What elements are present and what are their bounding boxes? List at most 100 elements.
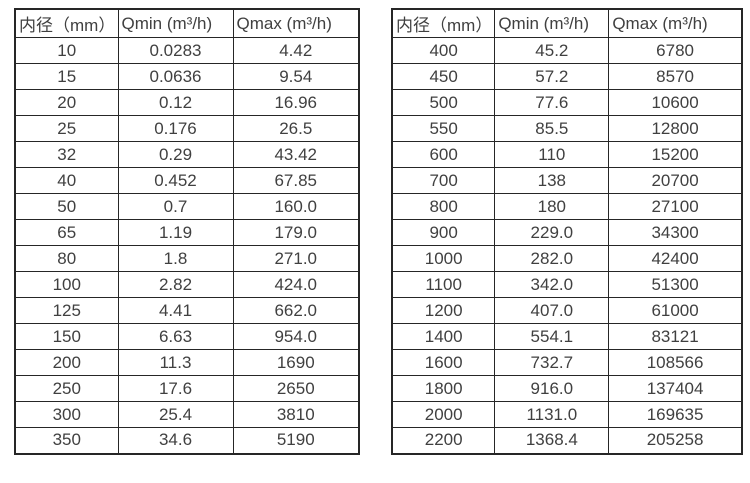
cell-diameter: 200 xyxy=(14,349,119,376)
table-row: 600 110 15200 xyxy=(391,141,743,168)
table-row: 10 0.0283 4.42 xyxy=(14,37,360,64)
table-row: 20 0.12 16.96 xyxy=(14,89,360,116)
cell-qmax: 4.42 xyxy=(232,37,360,64)
cell-qmin: 138 xyxy=(494,167,610,194)
cell-qmax: 179.0 xyxy=(232,219,360,246)
cell-diameter: 32 xyxy=(14,141,119,168)
cell-diameter: 400 xyxy=(391,37,496,64)
table-row: 150 6.63 954.0 xyxy=(14,323,360,350)
cell-diameter: 2000 xyxy=(391,401,496,428)
cell-qmin: 34.6 xyxy=(117,427,234,454)
cell-qmin: 0.12 xyxy=(117,89,234,116)
cell-qmax: 27100 xyxy=(608,193,743,220)
cell-qmax: 67.85 xyxy=(232,167,360,194)
cell-qmax: 160.0 xyxy=(232,193,360,220)
cell-qmax: 83121 xyxy=(608,323,743,350)
cell-qmin: 180 xyxy=(494,193,610,220)
cell-qmax: 6780 xyxy=(608,37,743,64)
cell-qmax: 8570 xyxy=(608,63,743,90)
cell-qmax: 2650 xyxy=(232,375,360,402)
cell-qmax: 169635 xyxy=(608,401,743,428)
table-row: 100 2.82 424.0 xyxy=(14,271,360,298)
cell-qmax: 20700 xyxy=(608,167,743,194)
cell-diameter: 900 xyxy=(391,219,496,246)
cell-qmax: 10600 xyxy=(608,89,743,116)
cell-qmin: 554.1 xyxy=(494,323,610,350)
column-header-qmax: Qmax (m³/h) xyxy=(232,8,360,38)
cell-diameter: 20 xyxy=(14,89,119,116)
table-row: 65 1.19 179.0 xyxy=(14,219,360,246)
table-row: 2200 1368.4 205258 xyxy=(391,427,743,454)
table-row: 1400 554.1 83121 xyxy=(391,323,743,350)
cell-qmin: 1.8 xyxy=(117,245,234,272)
cell-qmin: 6.63 xyxy=(117,323,234,350)
cell-diameter: 50 xyxy=(14,193,119,220)
cell-qmin: 916.0 xyxy=(494,375,610,402)
cell-qmin: 85.5 xyxy=(494,115,610,142)
cell-diameter: 350 xyxy=(14,427,119,454)
table-row: 15 0.0636 9.54 xyxy=(14,63,360,90)
cell-diameter: 450 xyxy=(391,63,496,90)
cell-diameter: 125 xyxy=(14,297,119,324)
cell-qmin: 282.0 xyxy=(494,245,610,272)
cell-qmax: 137404 xyxy=(608,375,743,402)
table-row: 1600 732.7 108566 xyxy=(391,349,743,376)
cell-qmax: 16.96 xyxy=(232,89,360,116)
cell-diameter: 800 xyxy=(391,193,496,220)
cell-diameter: 40 xyxy=(14,167,119,194)
cell-qmin: 0.0636 xyxy=(117,63,234,90)
cell-qmax: 424.0 xyxy=(232,271,360,298)
cell-diameter: 1400 xyxy=(391,323,496,350)
table-row: 700 138 20700 xyxy=(391,167,743,194)
cell-qmax: 9.54 xyxy=(232,63,360,90)
cell-diameter: 300 xyxy=(14,401,119,428)
header-row: 内径（mm） Qmin (m³/h) Qmax (m³/h) xyxy=(391,8,743,38)
column-header-qmax: Qmax (m³/h) xyxy=(608,8,743,38)
cell-qmin: 0.452 xyxy=(117,167,234,194)
cell-qmin: 0.29 xyxy=(117,141,234,168)
cell-diameter: 600 xyxy=(391,141,496,168)
cell-diameter: 65 xyxy=(14,219,119,246)
table-row: 800 180 27100 xyxy=(391,193,743,220)
cell-qmax: 51300 xyxy=(608,271,743,298)
cell-diameter: 25 xyxy=(14,115,119,142)
table-row: 200 11.3 1690 xyxy=(14,349,360,376)
table-row: 125 4.41 662.0 xyxy=(14,297,360,324)
table-row: 1800 916.0 137404 xyxy=(391,375,743,402)
cell-qmin: 0.176 xyxy=(117,115,234,142)
cell-qmin: 1.19 xyxy=(117,219,234,246)
cell-qmin: 57.2 xyxy=(494,63,610,90)
cell-qmax: 42400 xyxy=(608,245,743,272)
cell-diameter: 1800 xyxy=(391,375,496,402)
column-header-diameter: 内径（mm） xyxy=(391,8,496,38)
table-row: 450 57.2 8570 xyxy=(391,63,743,90)
table-row: 550 85.5 12800 xyxy=(391,115,743,142)
cell-qmin: 0.7 xyxy=(117,193,234,220)
table-row: 900 229.0 34300 xyxy=(391,219,743,246)
cell-qmin: 25.4 xyxy=(117,401,234,428)
table-row: 400 45.2 6780 xyxy=(391,37,743,64)
flow-spec-table-large-diameters: 内径（mm） Qmin (m³/h) Qmax (m³/h) 400 45.2 6780… xyxy=(391,8,743,455)
cell-diameter: 100 xyxy=(14,271,119,298)
cell-diameter: 10 xyxy=(14,37,119,64)
column-header-diameter: 内径（mm） xyxy=(14,8,119,38)
cell-qmax: 43.42 xyxy=(232,141,360,168)
cell-diameter: 550 xyxy=(391,115,496,142)
cell-qmax: 205258 xyxy=(608,427,743,454)
cell-diameter: 1600 xyxy=(391,349,496,376)
cell-qmin: 407.0 xyxy=(494,297,610,324)
cell-qmax: 5190 xyxy=(232,427,360,454)
cell-qmax: 26.5 xyxy=(232,115,360,142)
cell-qmin: 4.41 xyxy=(117,297,234,324)
cell-diameter: 1100 xyxy=(391,271,496,298)
cell-qmax: 1690 xyxy=(232,349,360,376)
cell-qmin: 2.82 xyxy=(117,271,234,298)
cell-qmax: 662.0 xyxy=(232,297,360,324)
table-row: 350 34.6 5190 xyxy=(14,427,360,454)
cell-qmin: 110 xyxy=(494,141,610,168)
flow-spec-table-small-diameters: 内径（mm） Qmin (m³/h) Qmax (m³/h) 10 0.0283 4.4… xyxy=(14,8,360,455)
cell-qmax: 34300 xyxy=(608,219,743,246)
cell-qmin: 732.7 xyxy=(494,349,610,376)
table-row: 1000 282.0 42400 xyxy=(391,245,743,272)
